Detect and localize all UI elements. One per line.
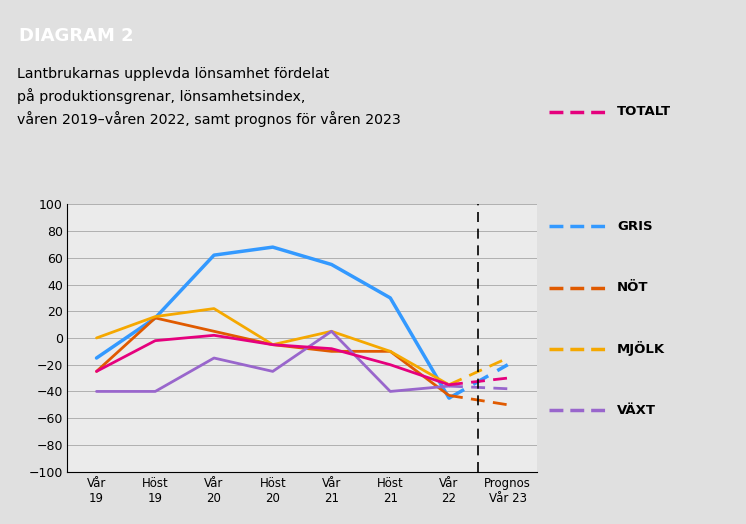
Text: TOTALT: TOTALT [617,105,671,118]
Text: Lantbrukarnas upplevda lönsamhet fördelat
på produktionsgrenar, lönsamhetsindex,: Lantbrukarnas upplevda lönsamhet fördela… [17,67,401,127]
Text: NÖT: NÖT [617,281,648,294]
Text: GRIS: GRIS [617,220,653,233]
Text: VÄXT: VÄXT [617,404,656,417]
Text: MJÖLK: MJÖLK [617,342,665,356]
Text: DIAGRAM 2: DIAGRAM 2 [19,27,134,46]
